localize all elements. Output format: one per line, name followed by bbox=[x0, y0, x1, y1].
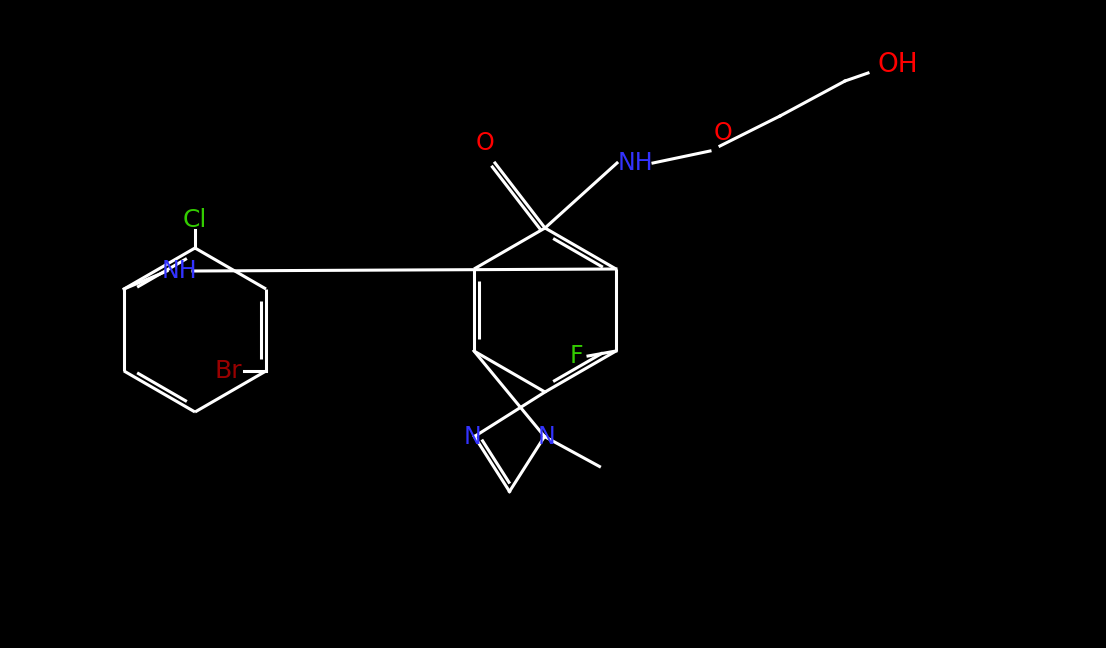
Text: NH: NH bbox=[617, 151, 653, 175]
Text: N: N bbox=[463, 424, 481, 448]
Text: NH: NH bbox=[161, 259, 197, 283]
Text: F: F bbox=[570, 344, 583, 368]
Text: OH: OH bbox=[878, 52, 918, 78]
Text: Cl: Cl bbox=[182, 208, 207, 232]
Text: Br: Br bbox=[215, 359, 242, 383]
Text: O: O bbox=[713, 121, 732, 145]
Text: N: N bbox=[538, 424, 555, 448]
Text: O: O bbox=[476, 131, 494, 155]
